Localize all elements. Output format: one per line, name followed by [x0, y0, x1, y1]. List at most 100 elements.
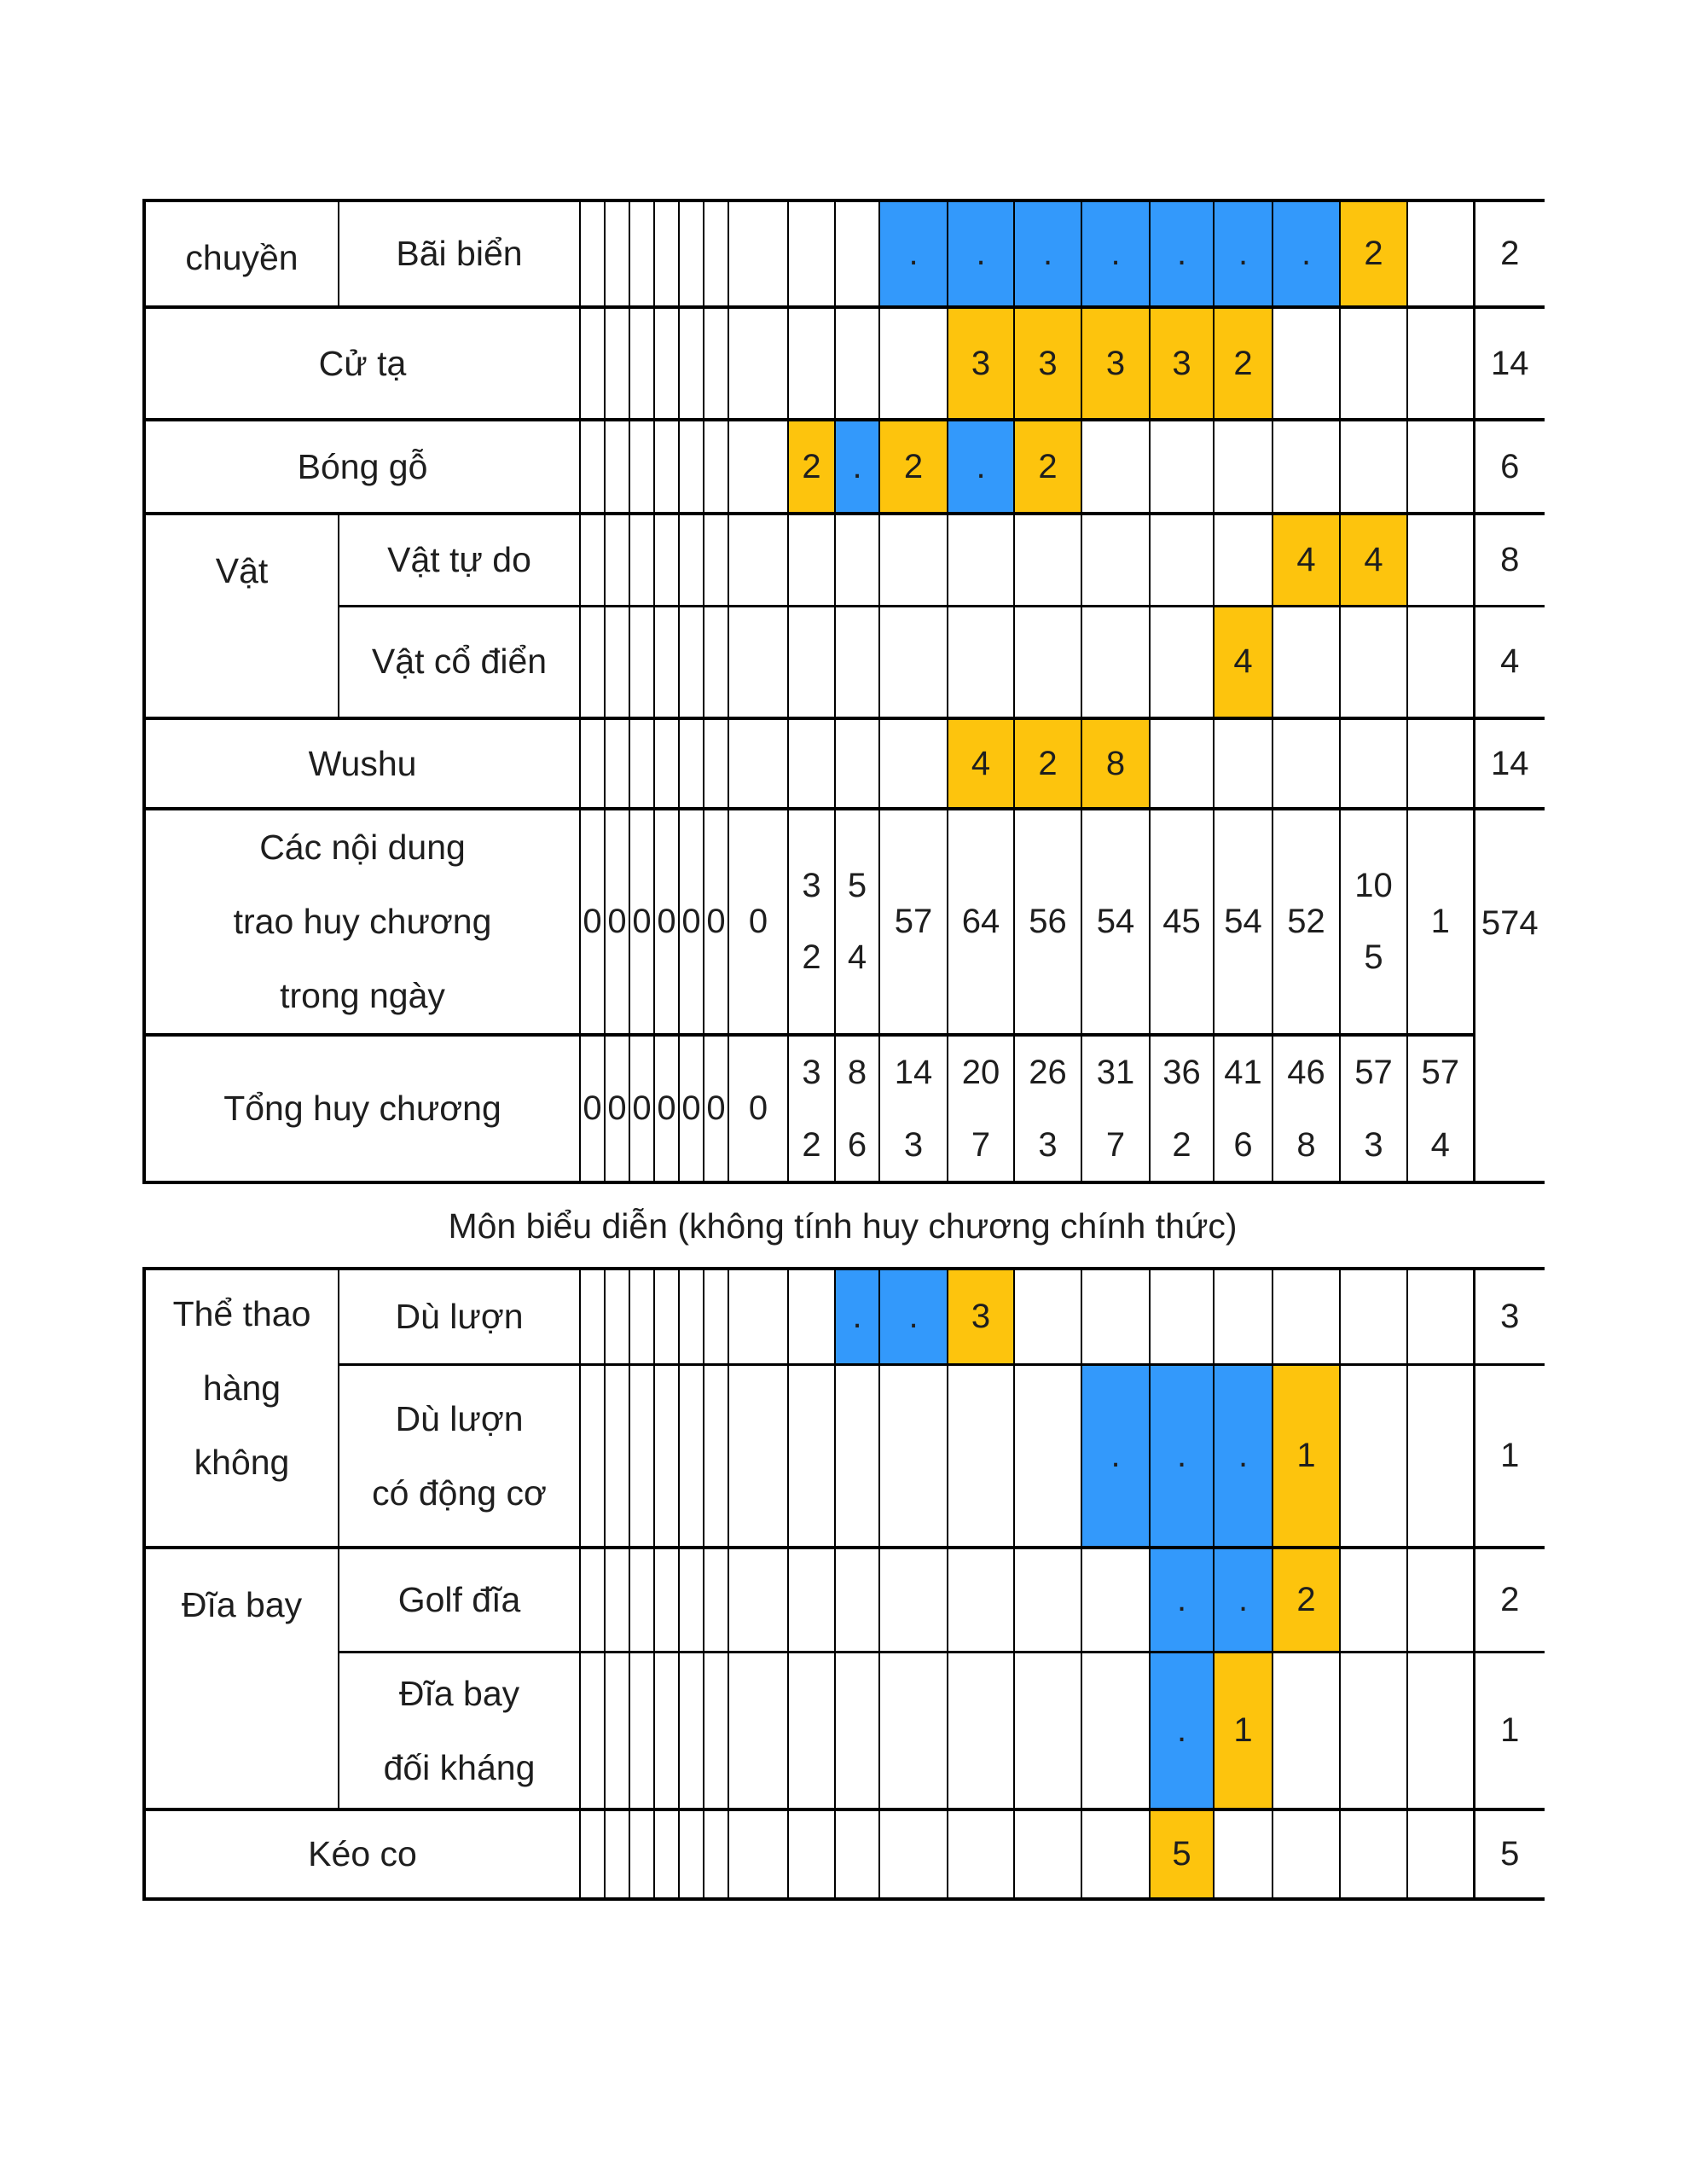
day-cell-empty [653, 1651, 680, 1811]
day-cell-empty [1013, 1547, 1082, 1653]
day-cell-empty [787, 605, 836, 719]
total-cell: 3 [1472, 1268, 1545, 1366]
sport-row-bong-go: Bóng gỗ 2. 2. 2 6 [143, 419, 1545, 514]
day-cell-empty [1213, 419, 1273, 514]
day-cell-empty [1339, 1651, 1408, 1811]
summary-value-cell: 56 [1013, 808, 1082, 1036]
medal-final-cell: 2 [1013, 419, 1082, 514]
competition-day-cell: . [1213, 200, 1273, 308]
competition-day-cell: . [878, 1268, 948, 1366]
summary-value-cell: 0 [678, 808, 704, 1036]
sport-row-bai-bien: chuyền Bãi biển....... 2 2 [143, 200, 1545, 308]
sport-label: Dù lượn [338, 1268, 581, 1366]
day-cell-empty [728, 1651, 789, 1811]
day-cell-empty [878, 1809, 948, 1901]
medal-final-cell: 3 [947, 1268, 1015, 1366]
day-cell-empty [1013, 1363, 1082, 1549]
day-cell-empty [629, 1651, 655, 1811]
day-cell-empty [1013, 1268, 1082, 1366]
day-cell-empty [1272, 1268, 1341, 1366]
day-cell-empty [787, 1547, 836, 1653]
sport-row-du-luon: Thể thao hàng không Dù lượn.. 3 3 [143, 1268, 1545, 1549]
day-cell-empty [787, 1809, 836, 1901]
day-cell-empty [678, 419, 704, 514]
competition-day-cell: . [834, 419, 880, 514]
day-cell-empty [728, 717, 789, 810]
day-cell-empty [604, 1809, 630, 1901]
day-cell-empty [604, 1363, 630, 1549]
day-cell-empty [1149, 717, 1215, 810]
day-cell-empty [703, 513, 729, 607]
sport-group-label: chuyền [143, 200, 339, 308]
day-cell-empty [834, 717, 880, 810]
day-cell-empty [703, 200, 729, 308]
day-cell-empty [834, 1651, 880, 1811]
day-cell-empty [678, 1651, 704, 1811]
summary-value-cell: 0 [629, 808, 655, 1036]
sport-label: Cử tạ [143, 306, 581, 421]
day-cell-empty [1406, 306, 1475, 421]
day-cell-empty [579, 1363, 606, 1549]
summary-value-cell: 0 [678, 1033, 704, 1184]
day-cell-empty [653, 1809, 680, 1901]
sport-row-vat-tu-do: Vật Vật tự do 4 4 8 [143, 513, 1545, 719]
day-cell-empty [1272, 306, 1341, 421]
total-cell: 8 [1472, 513, 1545, 607]
day-cell-empty [728, 200, 789, 308]
day-cell-empty [834, 1363, 880, 1549]
total-cell: 1 [1472, 1363, 1545, 1549]
day-cell-empty [653, 717, 680, 810]
competition-day-cell: . [834, 1268, 880, 1366]
day-cell-empty [947, 1809, 1015, 1901]
day-cell-empty [1081, 1809, 1151, 1901]
total-cell: 6 [1472, 419, 1545, 514]
summary-value-cell: 14 3 [878, 1033, 948, 1184]
total-cell: 1 [1472, 1651, 1545, 1811]
day-cell-empty [629, 200, 655, 308]
day-cell-empty [678, 513, 704, 607]
day-cell-empty [834, 605, 880, 719]
day-cell-empty [787, 1363, 836, 1549]
day-cell-empty [604, 1268, 630, 1366]
medal-final-cell: 4 [1339, 513, 1408, 607]
day-cell-empty [579, 513, 606, 607]
day-cell-empty [703, 306, 729, 421]
medal-calendar-table: chuyền Bãi biển....... 2 2 Cử tạ 3 3 3 3 2 14 Bóng … [142, 199, 1545, 1185]
day-cell-empty [579, 1268, 606, 1366]
summary-value-cell: 31 7 [1081, 1033, 1151, 1184]
medal-final-cell: 3 [1081, 306, 1151, 421]
day-cell-empty [1149, 1268, 1215, 1366]
day-cell-empty [1213, 717, 1273, 810]
day-cell-empty [728, 419, 789, 514]
sport-row-noi-dung-ngay: Các nội dung trao huy chương trong ngày 0… [143, 807, 1545, 1184]
day-cell-empty [629, 605, 655, 719]
day-cell-empty [1013, 1651, 1082, 1811]
summary-value-cell: 10 5 [1339, 808, 1408, 1036]
competition-day-cell: . [1081, 1363, 1151, 1549]
day-cell-empty [1406, 513, 1475, 607]
day-cell-empty [947, 1651, 1015, 1811]
day-cell-empty [703, 1809, 729, 1901]
day-cell-empty [604, 306, 630, 421]
summary-value-cell: 52 [1272, 808, 1341, 1036]
day-cell-empty [653, 1547, 680, 1653]
day-cell-empty [703, 419, 729, 514]
day-cell-empty [947, 1547, 1015, 1653]
competition-day-cell: . [1213, 1363, 1273, 1549]
medal-final-cell: 5 [1149, 1809, 1215, 1901]
day-cell-empty [1339, 1547, 1408, 1653]
sport-row-wushu: Wushu 4 2 8 14 [143, 717, 1545, 810]
day-cell-empty [629, 1547, 655, 1653]
day-cell-empty [678, 605, 704, 719]
summary-value-cell: 0 [653, 1033, 680, 1184]
day-cell-empty [728, 306, 789, 421]
day-cell-empty [1339, 306, 1408, 421]
sport-group-label: Đĩa bay [143, 1547, 339, 1811]
day-cell-empty [1013, 605, 1082, 719]
medal-final-cell: 2 [878, 419, 948, 514]
medal-final-cell: 1 [1213, 1651, 1273, 1811]
sport-group-label: Vật [143, 513, 339, 719]
day-cell-empty [579, 605, 606, 719]
competition-day-cell: . [947, 419, 1015, 514]
day-cell-empty [1149, 513, 1215, 607]
